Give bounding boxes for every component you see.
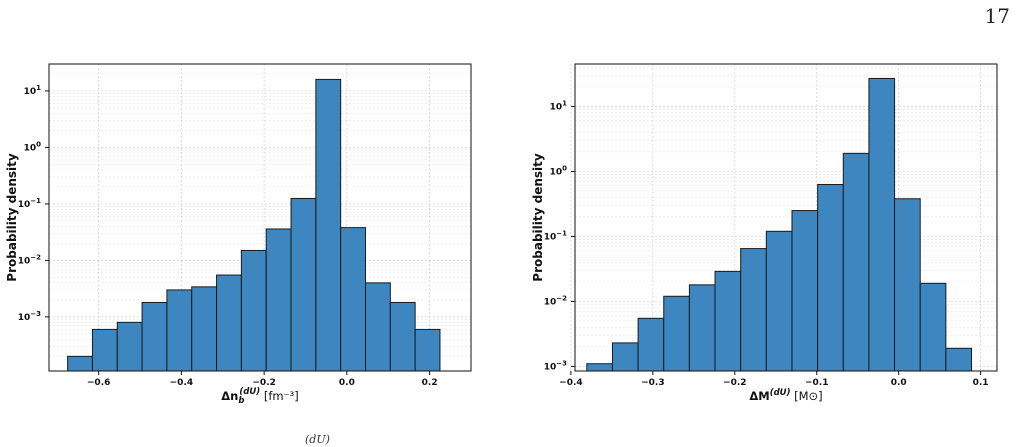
c1-bar-9: [290, 197, 317, 372]
c2-bar-0: [586, 363, 613, 372]
c1-axes-frame: [48, 63, 472, 372]
c1-bars: [67, 78, 441, 372]
c2-bar-2: [637, 317, 665, 372]
c1-ytick-label: 100: [24, 140, 42, 153]
c2-bar-10: [842, 152, 870, 372]
c2-xtick-label: 0.0: [891, 378, 907, 388]
c1-bar-13: [389, 301, 416, 372]
c1-bar-3: [141, 301, 168, 372]
c1-bar-12: [365, 282, 391, 372]
caption-fragment: (dU): [305, 433, 330, 446]
c2-xtick-label: −0.3: [641, 378, 664, 388]
c2-bar-12: [894, 198, 921, 372]
c2-bar-6: [740, 248, 767, 372]
c1-bar-1: [91, 328, 118, 372]
c1-bar-2: [116, 321, 143, 372]
c1-grid: [49, 63, 471, 371]
c1-bar-11: [340, 227, 367, 372]
c2-ytick-label: 10−2: [544, 294, 567, 307]
c1-xtick-label: −0.2: [252, 378, 275, 388]
c2-bar-9: [817, 183, 844, 372]
c2-bar-4: [688, 284, 716, 372]
c1-ylabel: Probability density: [5, 153, 19, 282]
c2-bar-5: [714, 270, 742, 372]
c1-bar-0: [67, 355, 93, 372]
c2-bars: [586, 77, 973, 372]
c1-ytick-label: 10−1: [18, 197, 41, 210]
c2-bar-1: [611, 342, 639, 372]
c1-bar-5: [191, 286, 218, 372]
c1-ytick-label: 10−3: [18, 310, 41, 323]
c1-xlabel: Δnb(dU) [fm⁻³]: [221, 387, 299, 406]
c2-xlabel: ΔM(dU) [M⊙]: [749, 388, 822, 403]
c1-ytick-label: 101: [24, 84, 42, 97]
c2-bar-7: [765, 230, 793, 372]
c2-xtick-label: 0.1: [973, 378, 989, 388]
histogram-mass: −0.4 −0.3 −0.2 −0.1 0.0 0.1 10−3 10−2 10−1 100 101…: [531, 63, 998, 403]
c1-bar-7: [240, 249, 267, 372]
c1-bar-6: [216, 274, 242, 372]
c2-bar-13: [919, 282, 947, 372]
c1-xtick-label: 0.0: [339, 378, 355, 388]
c2-ytick-label: 100: [550, 164, 568, 177]
c2-ytick-label: 10−1: [544, 229, 567, 242]
c2-bar-3: [663, 295, 690, 372]
c1-xtick-label: −0.4: [170, 378, 193, 388]
c1-ytick-label: 10−2: [18, 253, 41, 266]
c2-xtick-label: −0.4: [559, 378, 582, 388]
c1-bar-10: [315, 78, 342, 372]
c2-axes-frame: [574, 63, 998, 372]
c2-ylabel: Probability density: [531, 153, 545, 282]
c2-xtick-label: −0.1: [805, 378, 828, 388]
c1-bar-14: [414, 328, 441, 372]
c2-ytick-label: 10−3: [544, 359, 567, 372]
c2-bar-8: [791, 210, 819, 372]
c1-bar-4: [166, 289, 193, 372]
c2-xtick-label: −0.2: [723, 378, 746, 388]
histogram-baryon-density: −0.6 −0.4 −0.2 0.0 0.2 10−3 10−2 10−1 100 101 Prob…: [5, 63, 472, 406]
c2-bar-11: [868, 77, 896, 372]
c1-bar-8: [265, 228, 292, 372]
page-number: 17: [984, 4, 1010, 28]
c2-bar-14: [945, 347, 973, 372]
c1-xtick-label: −0.6: [87, 378, 110, 388]
c1-xtick-label: 0.2: [422, 378, 438, 388]
c2-ytick-label: 101: [550, 99, 568, 112]
